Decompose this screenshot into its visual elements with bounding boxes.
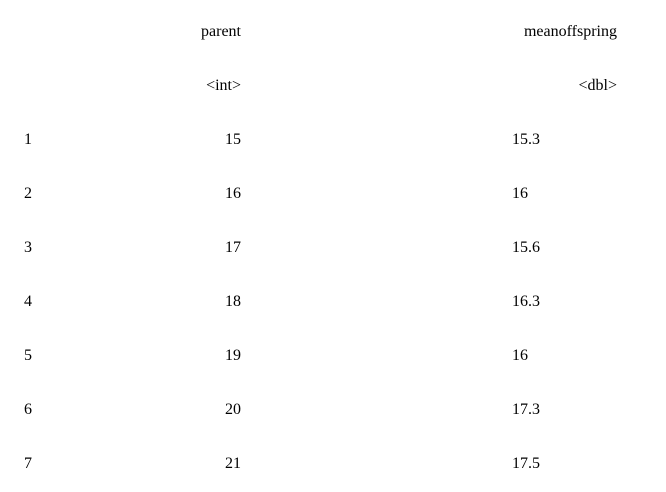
meanoffspring-value: 16 (512, 185, 528, 202)
parent-value: 15 (225, 131, 241, 148)
meanoffspring-value: 16.3 (512, 293, 540, 310)
row-number: 7 (24, 455, 32, 472)
table-row: 6 20 (24, 383, 241, 437)
table-row-mean: 16 (265, 167, 617, 221)
table-row: 4 18 (24, 275, 241, 329)
row-number: 4 (24, 293, 32, 310)
header-meanoffspring: meanoffspring (265, 5, 617, 59)
row-number: 5 (24, 347, 32, 364)
table-row-mean: 16.3 (265, 275, 617, 329)
table-row: 7 21 (24, 437, 241, 491)
meanoffspring-value: 17.5 (512, 455, 540, 472)
column-type-meanoffspring: <dbl> (578, 77, 618, 94)
parent-value: 19 (225, 347, 241, 364)
table-row: 2 16 (24, 167, 241, 221)
table-row-mean: 17.3 (265, 383, 617, 437)
column-type-parent: <int> (206, 77, 241, 94)
table-row-mean: 16 (265, 329, 617, 383)
table-row: 3 17 (24, 221, 241, 275)
table-row-mean: 17.5 (265, 437, 617, 491)
table-row-mean: 15.6 (265, 221, 617, 275)
table-row: 1 15 (24, 113, 241, 167)
parent-value: 21 (225, 455, 241, 472)
row-number: 1 (24, 131, 32, 148)
parent-value: 17 (225, 239, 241, 256)
meanoffspring-value: 16 (512, 347, 528, 364)
table-row-mean: 15.3 (265, 113, 617, 167)
row-number: 2 (24, 185, 32, 202)
meanoffspring-value: 15.6 (512, 239, 540, 256)
meanoffspring-value: 17.3 (512, 401, 540, 418)
header-parent: parent (24, 5, 241, 59)
parent-value: 18 (225, 293, 241, 310)
row-number: 6 (24, 401, 32, 418)
column-header-parent: parent (201, 23, 241, 40)
parent-value: 16 (225, 185, 241, 202)
type-parent: <int> (24, 59, 241, 113)
row-number: 3 (24, 239, 32, 256)
parent-value: 20 (225, 401, 241, 418)
type-meanoffspring: <dbl> (265, 59, 618, 113)
meanoffspring-value: 15.3 (512, 131, 540, 148)
table-row: 5 19 (24, 329, 241, 383)
column-header-meanoffspring: meanoffspring (523, 23, 617, 40)
